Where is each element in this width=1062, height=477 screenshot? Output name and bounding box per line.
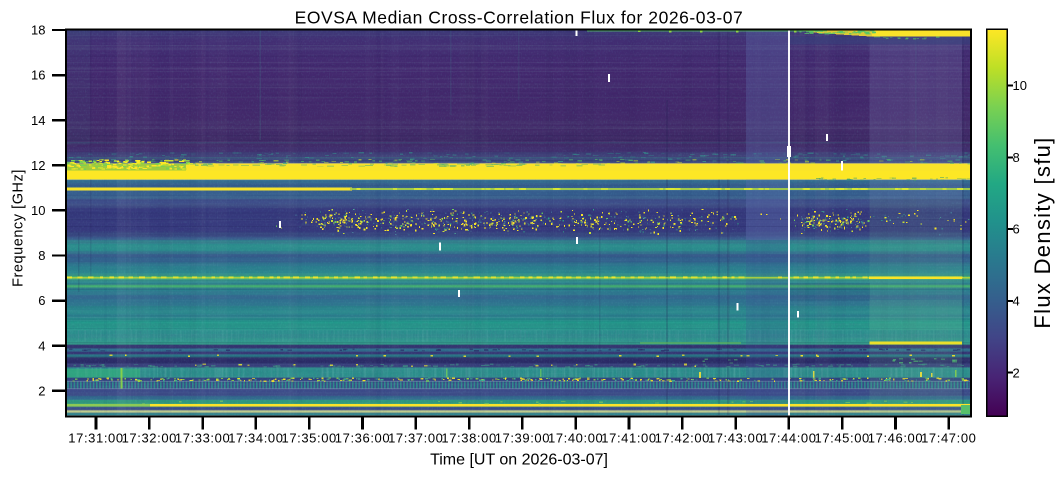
svg-text:17:37:00: 17:37:00	[388, 431, 443, 446]
svg-text:17:31:00: 17:31:00	[68, 431, 123, 446]
svg-text:14: 14	[31, 113, 45, 128]
svg-text:8: 8	[38, 248, 45, 263]
svg-text:6: 6	[38, 293, 45, 308]
svg-text:17:46:00: 17:46:00	[868, 431, 923, 446]
svg-text:17:40:00: 17:40:00	[548, 431, 603, 446]
svg-text:EOVSA Median Cross-Correlation: EOVSA Median Cross-Correlation Flux for …	[295, 8, 744, 28]
svg-text:8: 8	[1013, 150, 1020, 165]
svg-text:12: 12	[31, 158, 45, 173]
svg-text:Time [UT on 2026-03-07]: Time [UT on 2026-03-07]	[430, 452, 608, 469]
svg-text:6: 6	[1013, 222, 1020, 237]
svg-text:4: 4	[1013, 294, 1020, 309]
svg-text:17:34:00: 17:34:00	[228, 431, 283, 446]
svg-text:16: 16	[31, 68, 45, 83]
svg-text:17:39:00: 17:39:00	[495, 431, 550, 446]
svg-text:10: 10	[1013, 78, 1027, 93]
svg-text:17:43:00: 17:43:00	[708, 431, 763, 446]
svg-text:2: 2	[1013, 365, 1020, 380]
svg-text:17:42:00: 17:42:00	[655, 431, 710, 446]
svg-text:17:45:00: 17:45:00	[814, 431, 869, 446]
svg-text:Flux Density [sfu]: Flux Density [sfu]	[1030, 136, 1055, 328]
svg-text:18: 18	[31, 23, 45, 38]
svg-text:2: 2	[38, 383, 45, 398]
svg-text:17:35:00: 17:35:00	[281, 431, 336, 446]
svg-text:17:47:00: 17:47:00	[921, 431, 976, 446]
svg-text:17:38:00: 17:38:00	[441, 431, 496, 446]
svg-text:17:33:00: 17:33:00	[175, 431, 230, 446]
svg-text:10: 10	[31, 203, 45, 218]
svg-text:Frequency [GHz]: Frequency [GHz]	[11, 169, 27, 287]
svg-text:4: 4	[38, 338, 45, 353]
svg-text:17:41:00: 17:41:00	[601, 431, 656, 446]
svg-text:17:44:00: 17:44:00	[761, 431, 816, 446]
svg-text:17:36:00: 17:36:00	[335, 431, 390, 446]
svg-text:17:32:00: 17:32:00	[122, 431, 177, 446]
